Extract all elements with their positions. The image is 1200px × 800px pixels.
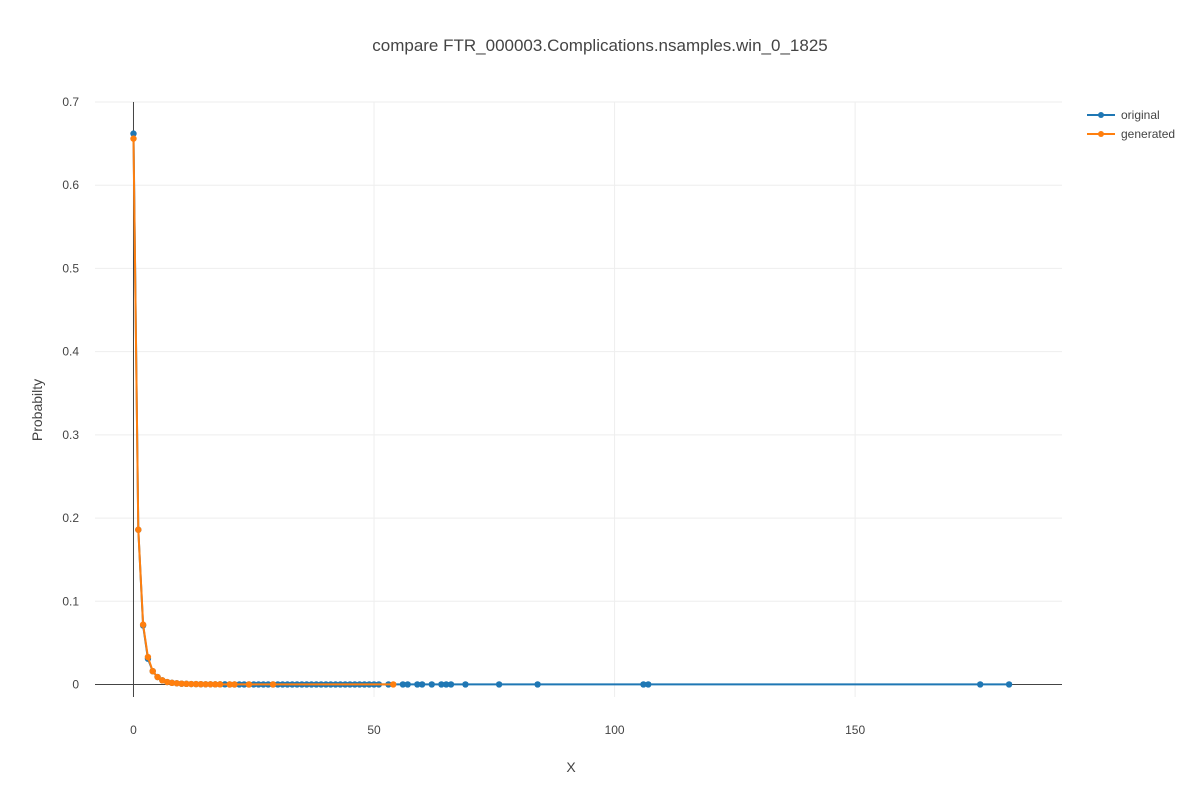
data-point-generated — [173, 680, 180, 687]
data-point-generated — [216, 681, 224, 688]
data-point-generated — [168, 679, 176, 687]
data-point-generated — [144, 653, 152, 661]
y-tick-label: 0.3 — [62, 428, 79, 442]
data-point-original — [645, 681, 652, 688]
data-point-original — [399, 681, 407, 688]
x-axis-title: X — [566, 759, 576, 775]
data-point-original — [447, 681, 455, 688]
data-point-generated — [207, 681, 214, 688]
data-point-generated — [154, 673, 161, 681]
data-point-original — [1005, 681, 1013, 688]
data-point-generated — [159, 677, 166, 684]
legend-marker-generated — [1098, 131, 1104, 137]
x-tick-label: 100 — [605, 723, 625, 737]
y-axis-title: Probabilty — [29, 379, 45, 441]
data-point-generated — [212, 681, 219, 688]
series-generated — [130, 135, 397, 688]
legend-item-generated[interactable]: generated — [1087, 127, 1175, 141]
data-point-generated — [135, 526, 142, 533]
x-tick-label: 0 — [130, 723, 137, 737]
data-point-generated — [183, 680, 190, 688]
data-point-generated — [149, 668, 156, 675]
chart-title: compare FTR_000003.Complications.nsample… — [372, 36, 827, 55]
data-point-original — [443, 681, 450, 688]
y-tick-label: 0 — [72, 678, 79, 692]
data-point-original — [462, 681, 469, 688]
data-point-generated — [231, 681, 238, 688]
data-point-generated — [130, 135, 137, 142]
data-point-original — [414, 681, 421, 688]
data-point-generated — [188, 680, 195, 688]
tick-labels: 0 0.1 0.2 0.3 0.4 0.5 0.6 0.7 0 50 100 150 — [62, 95, 865, 737]
data-point-original — [130, 130, 137, 137]
data-point-original — [438, 681, 445, 688]
data-point-original — [977, 681, 984, 688]
legend[interactable]: original generated — [1087, 108, 1175, 141]
data-point-generated — [139, 621, 147, 628]
data-point-generated — [202, 681, 209, 688]
data-point-generated — [197, 680, 205, 688]
data-point-generated — [192, 680, 200, 688]
data-point-original — [418, 681, 426, 688]
legend-label-original: original — [1121, 108, 1160, 122]
legend-marker-original — [1098, 112, 1104, 118]
data-point-original — [404, 681, 411, 688]
x-tick-label: 150 — [845, 723, 865, 737]
y-tick-label: 0.5 — [62, 261, 79, 275]
data-point-generated — [269, 681, 277, 688]
data-point-generated — [390, 681, 397, 688]
data-point-generated — [178, 680, 185, 687]
y-tick-label: 0.6 — [62, 178, 79, 192]
grid-layer — [95, 101, 1062, 697]
legend-label-generated: generated — [1121, 127, 1175, 141]
data-point-original — [640, 681, 647, 688]
data-point-generated — [245, 681, 253, 688]
y-tick-label: 0.4 — [62, 345, 79, 359]
y-tick-label: 0.7 — [62, 95, 79, 109]
x-tick-label: 50 — [367, 723, 381, 737]
data-point-original — [495, 681, 503, 688]
legend-item-original[interactable]: original — [1087, 108, 1160, 122]
data-point-generated — [226, 681, 233, 688]
data-point-generated — [163, 678, 171, 686]
data-point-original — [428, 681, 435, 688]
data-point-original — [534, 681, 541, 688]
y-tick-label: 0.1 — [62, 594, 79, 608]
y-tick-label: 0.2 — [62, 511, 79, 525]
series-layer — [130, 130, 1013, 688]
